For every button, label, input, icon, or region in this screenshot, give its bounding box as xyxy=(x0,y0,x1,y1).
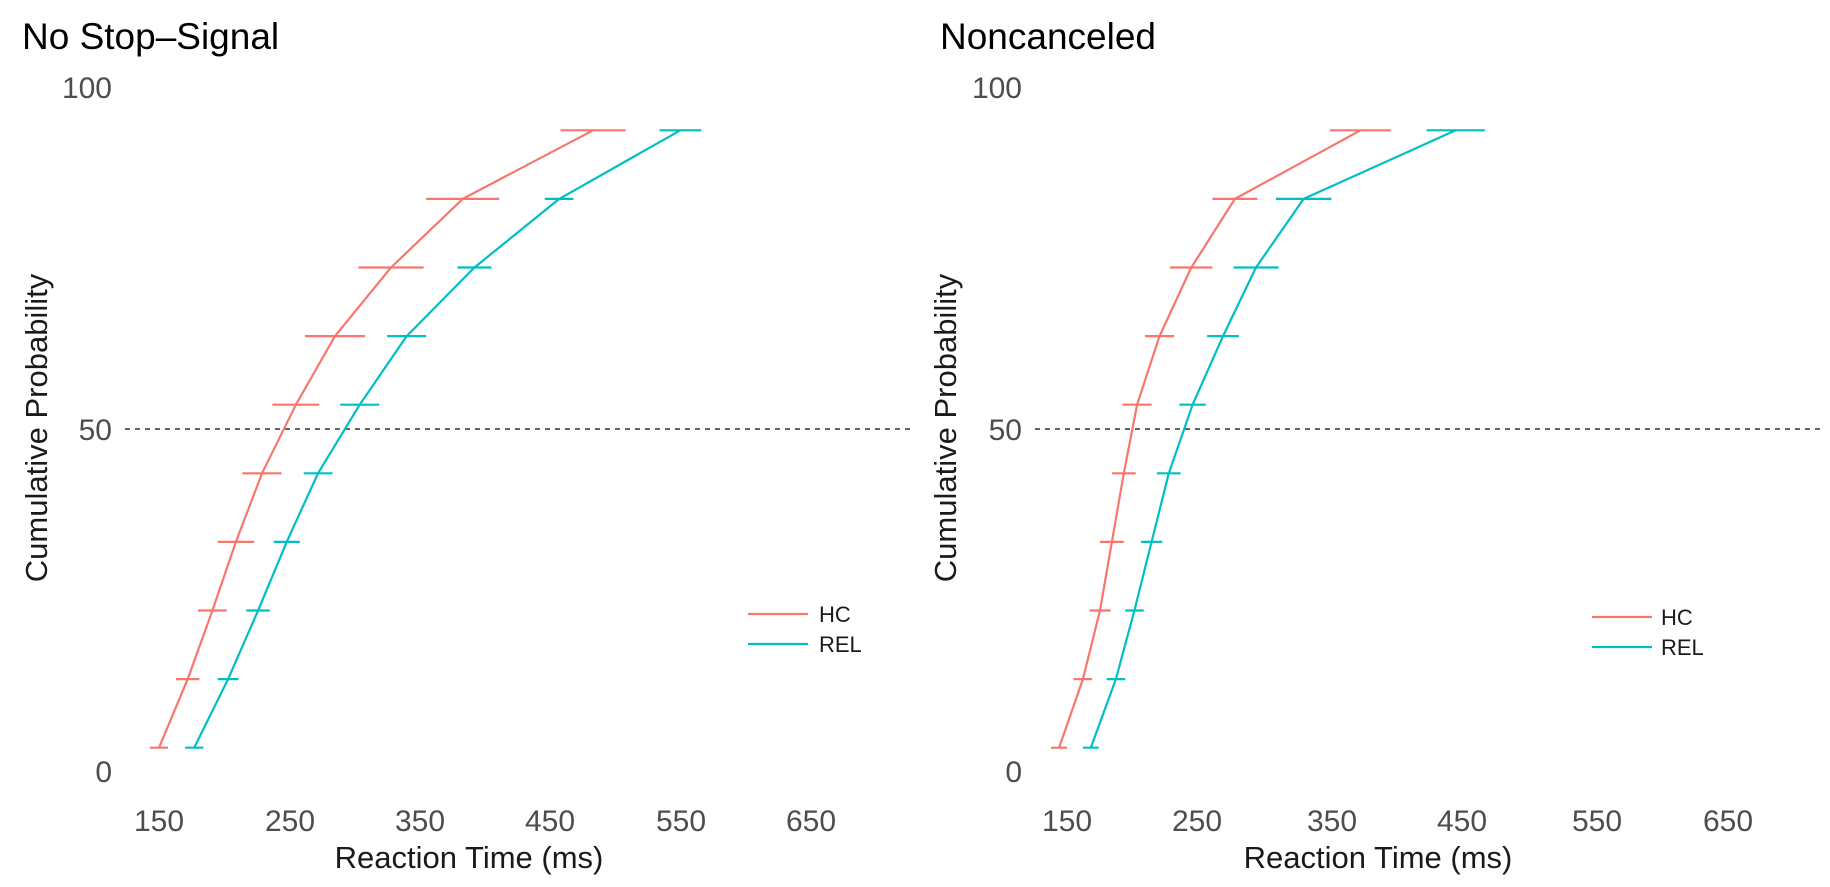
x-tick-label: 350 xyxy=(395,805,445,838)
y-axis-label: Cumulative Probability xyxy=(19,273,54,582)
x-tick-label: 250 xyxy=(1172,805,1222,838)
x-axis-label: Reaction Time (ms) xyxy=(335,840,604,875)
x-axis-label: Reaction Time (ms) xyxy=(1244,840,1513,875)
legend: HC REL xyxy=(748,602,862,657)
series-line-hc xyxy=(157,129,594,749)
y-tick-labels: 100 50 0 xyxy=(972,72,1022,789)
y-tick-label: 0 xyxy=(1005,756,1022,789)
x-tick-labels: 150 250 350 450 550 650 xyxy=(134,805,836,838)
legend-label-hc: HC xyxy=(819,602,851,627)
x-tick-label: 550 xyxy=(1572,805,1622,838)
series-line-rel xyxy=(193,129,681,749)
y-tick-labels: 100 50 0 xyxy=(62,72,112,789)
plot-marks xyxy=(1051,129,1485,749)
x-tick-label: 550 xyxy=(656,805,706,838)
legend-label-rel: REL xyxy=(819,632,862,657)
y-tick-label: 50 xyxy=(79,414,112,447)
x-tick-label: 150 xyxy=(134,805,184,838)
y-axis-label: Cumulative Probability xyxy=(928,273,963,582)
x-tick-label: 650 xyxy=(786,805,836,838)
legend-label-hc: HC xyxy=(1661,605,1693,630)
x-tick-label: 250 xyxy=(265,805,315,838)
panel-title: Noncanceled xyxy=(940,16,1156,57)
y-tick-label: 100 xyxy=(972,72,1022,105)
x-tick-label: 450 xyxy=(1437,805,1487,838)
legend: HC REL xyxy=(1592,605,1704,660)
panel-noncanceled: Noncanceled 100 50 0 Cumulative Probabil… xyxy=(928,16,1820,875)
legend-label-rel: REL xyxy=(1661,635,1704,660)
y-tick-label: 0 xyxy=(95,756,112,789)
plot-marks xyxy=(149,129,702,749)
x-tick-label: 350 xyxy=(1307,805,1357,838)
x-tick-label: 650 xyxy=(1703,805,1753,838)
y-tick-label: 50 xyxy=(989,414,1022,447)
panel-title: No Stop–Signal xyxy=(22,16,279,57)
y-tick-label: 100 xyxy=(62,72,112,105)
x-tick-label: 450 xyxy=(525,805,575,838)
x-tick-labels: 150 250 350 450 550 650 xyxy=(1042,805,1753,838)
panel-no-stop-signal: No Stop–Signal 100 50 0 Cumulative Proba… xyxy=(19,16,910,875)
x-tick-label: 150 xyxy=(1042,805,1092,838)
series-line-hc xyxy=(1058,129,1362,749)
series-line-rel xyxy=(1089,129,1457,749)
